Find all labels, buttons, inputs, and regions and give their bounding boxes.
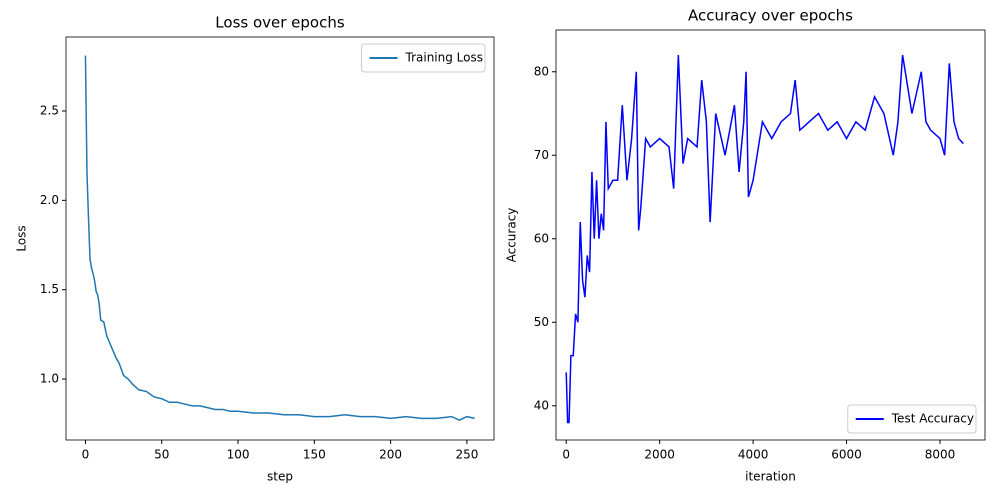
- x-axis-label: iteration: [745, 470, 796, 484]
- y-tick-label: 2.0: [40, 193, 59, 207]
- x-tick-label: 0: [562, 448, 570, 462]
- y-axis-label: Loss: [15, 225, 29, 251]
- legend-box: [847, 404, 977, 434]
- x-tick-label: 250: [455, 448, 478, 462]
- y-tick-label: 60: [534, 231, 549, 245]
- y-tick-label: 2.5: [40, 103, 59, 117]
- x-tick-label: 6000: [831, 448, 862, 462]
- subplot: Accuracy over epochs iteration Accuracy 0 20…: [505, 7, 986, 484]
- legend-label: Test Accuracy: [891, 412, 974, 426]
- y-tick-label: 40: [534, 398, 549, 412]
- x-tick-label: 200: [379, 448, 402, 462]
- y-axis-label: Accuracy: [505, 208, 519, 263]
- y-tick-label: 1.5: [40, 282, 59, 296]
- y-tick-label: 1.0: [40, 372, 59, 386]
- plot-area: [84, 55, 475, 421]
- x-tick-label: 2000: [644, 448, 675, 462]
- legend: Test Accuracy: [847, 404, 977, 434]
- x-tick-label: 4000: [738, 448, 769, 462]
- plot-area: [565, 54, 964, 424]
- y-tick-label: 80: [534, 64, 549, 78]
- x-tick-label: 8000: [925, 448, 956, 462]
- legend-box: [361, 43, 486, 73]
- data-line: [84, 55, 475, 421]
- subplot: Loss over epochs step Loss 0 50 100 150 200 250 1…: [15, 14, 495, 484]
- chart-title: Accuracy over epochs: [688, 7, 853, 25]
- x-axis-label: step: [267, 470, 293, 484]
- x-tick-label: 100: [227, 448, 250, 462]
- legend-label: Training Loss: [405, 51, 483, 65]
- axes-frame: [555, 29, 986, 441]
- x-tick-label: 0: [82, 448, 90, 462]
- y-tick-label: 50: [534, 315, 549, 329]
- x-tick-label: 50: [154, 448, 169, 462]
- axes-frame: [65, 36, 495, 441]
- legend: Training Loss: [361, 43, 486, 73]
- data-line: [565, 54, 964, 424]
- y-tick-label: 70: [534, 148, 549, 162]
- chart-title: Loss over epochs: [215, 14, 345, 32]
- x-tick-label: 150: [303, 448, 326, 462]
